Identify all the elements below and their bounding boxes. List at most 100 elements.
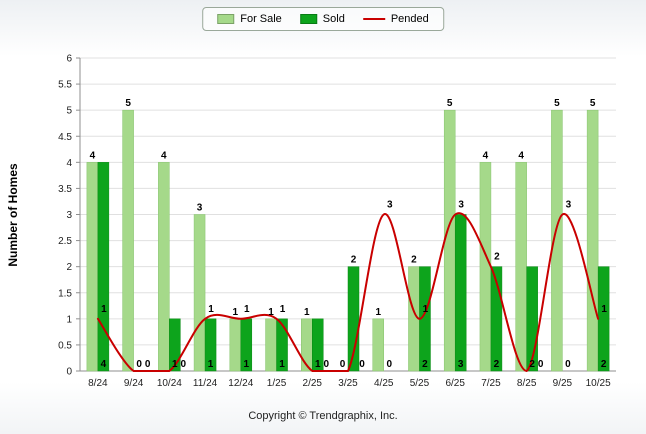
for-sale-value-label: 1 [233,307,239,318]
for-sale-value-label: 4 [483,150,489,161]
for-sale-value-label: 4 [161,150,167,161]
pended-value-label: 3 [458,200,464,211]
bar-for-sale [301,318,313,372]
bar-sold [490,266,503,372]
bar-for-sale [372,318,384,372]
bar-for-sale [586,109,599,372]
y-tick-label: 4.5 [58,132,72,143]
pended-value-label: 1 [280,304,286,315]
pended-value-label: 0 [181,359,187,370]
pended-value-label: 1 [244,304,250,315]
x-tick-label: 9/24 [124,378,144,389]
legend-item-sold: Sold [299,13,345,25]
pended-value-label: 0 [145,359,151,370]
legend-label-for-sale: For Sale [240,13,282,25]
legend-item-pended: Pended [362,13,429,25]
x-tick-label: 10/24 [157,378,182,389]
y-tick-label: 2 [66,262,72,273]
bar-sold [526,266,538,372]
pended-value-label: 1 [208,304,214,315]
pended-value-label: 3 [566,200,572,211]
for-sale-value-label: 5 [554,98,560,109]
pended-value-label: 1 [101,304,107,315]
legend-label-pended: Pended [390,13,429,25]
pended-value-label: 3 [387,200,393,211]
bar-for-sale [265,318,277,372]
bar-for-sale [122,109,134,372]
x-tick-label: 8/25 [517,378,537,389]
x-tick-label: 11/24 [193,378,218,389]
sold-value-label: 0 [565,359,571,370]
sold-swatch [299,14,317,24]
for-sale-value-label: 5 [125,98,131,109]
pended-value-label: 0 [359,359,365,370]
for-sale-value-label: 1 [375,307,381,318]
bar-for-sale [193,214,206,372]
sold-value-label: 2 [351,255,357,266]
sold-value-label: 2 [529,359,535,370]
x-tick-label: 12/24 [228,378,253,389]
bar-sold [204,318,217,372]
sold-value-label: 1 [172,359,178,370]
chart-legend: For Sale Sold Pended [202,7,444,31]
bar-sold [597,266,610,372]
x-tick-label: 9/25 [553,378,573,389]
x-tick-label: 8/24 [88,378,108,389]
legend-item-for-sale: For Sale [217,13,282,25]
pended-line-swatch [362,18,385,20]
sold-value-label: 1 [208,359,214,370]
x-tick-label: 7/25 [481,378,501,389]
pended-value-label: 1 [601,304,607,315]
pended-line [96,212,600,373]
bar-sold [169,318,181,372]
copyright-text: Copyright © Trendgraphix, Inc. [248,410,398,422]
y-tick-label: 0 [66,367,72,378]
for-sale-value-label: 4 [518,150,524,161]
bar-for-sale [158,162,170,372]
y-tick-label: 3 [66,210,72,221]
bar-sold [97,162,110,372]
y-tick-label: 1 [66,314,72,325]
sold-value-label: 1 [315,359,321,370]
sold-value-label: 1 [244,359,250,370]
bar-for-sale [515,162,527,372]
for-sale-value-label: 3 [197,203,203,214]
for-sale-swatch [217,14,235,24]
legend-label-sold: Sold [322,13,345,25]
pended-value-label: 0 [538,359,544,370]
bar-for-sale [443,109,456,372]
pended-value-label: 2 [494,252,500,263]
x-tick-label: 5/25 [410,378,430,389]
pended-value-label: 0 [323,359,329,370]
x-tick-label: 10/25 [586,378,611,389]
for-sale-value-label: 1 [304,307,310,318]
y-tick-label: 2.5 [58,236,72,247]
bar-for-sale [479,162,492,372]
bar-for-sale [229,318,242,372]
y-tick-label: 0.5 [58,340,72,351]
x-tick-label: 1/25 [267,378,287,389]
sold-value-label: 2 [422,359,428,370]
for-sale-value-label: 5 [590,98,596,109]
sold-value-label: 2 [601,359,607,370]
for-sale-value-label: 4 [90,150,96,161]
y-tick-label: 5.5 [58,80,72,91]
bar-sold [276,318,288,372]
sold-value-label: 1 [279,359,285,370]
bar-for-sale [551,109,563,372]
for-sale-value-label: 5 [447,98,453,109]
y-tick-label: 3.5 [58,184,72,195]
x-tick-label: 6/25 [445,378,465,389]
bar-sold [454,214,467,372]
y-axis-title: Number of Homes [6,163,20,267]
y-tick-label: 1.5 [58,288,72,299]
bar-for-sale [86,162,99,372]
y-tick-label: 4 [66,158,72,169]
for-sale-value-label: 1 [268,307,274,318]
sold-value-label: 0 [386,359,392,370]
x-tick-label: 2/25 [303,378,323,389]
y-tick-label: 5 [66,106,72,117]
sold-value-label: 2 [494,359,500,370]
